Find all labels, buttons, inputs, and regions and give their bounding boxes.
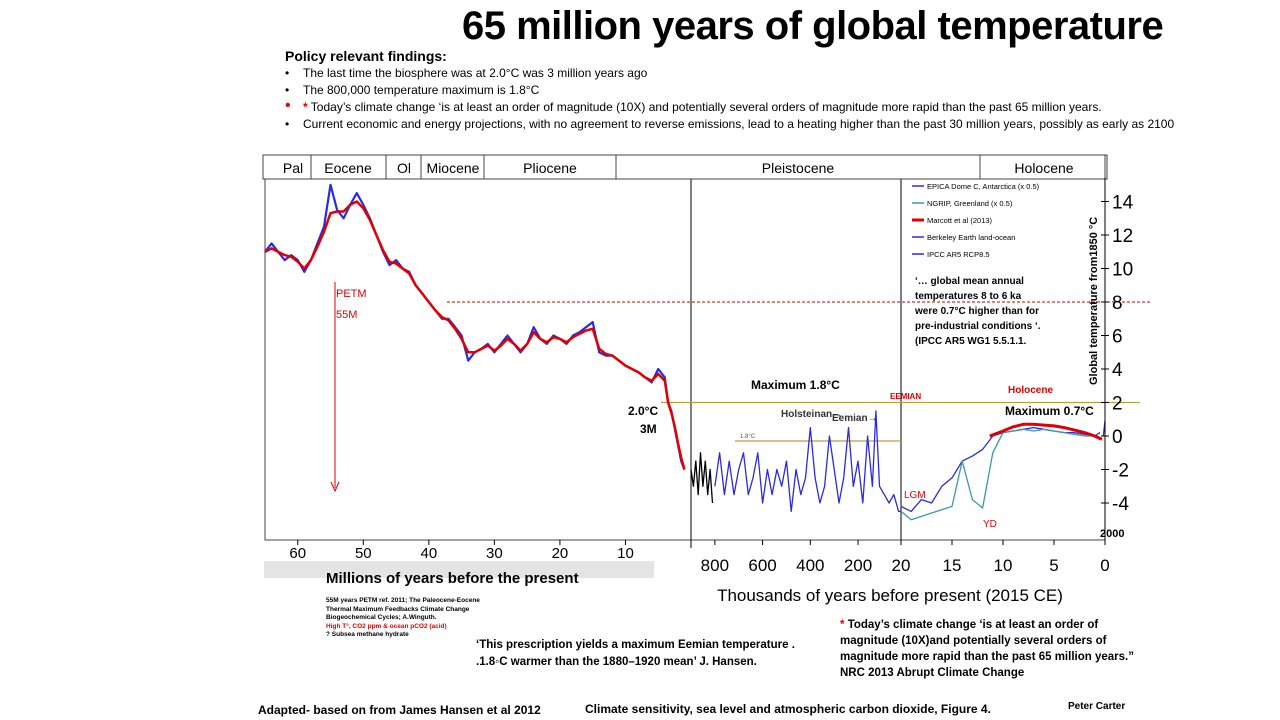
y-axis-label: Global temperature from1850 °C: [1088, 217, 1100, 385]
annotations: ‘… global mean annual temperatures 8 to 6…: [330, 276, 1094, 530]
y-tick-label: 12: [1112, 226, 1133, 247]
x-axis-label: Thousands of years before present (2015 …: [717, 586, 1063, 605]
max-1.8-label: Maximum 1.8°C: [751, 378, 840, 392]
x-tick-label: 30: [486, 545, 503, 562]
ipcc-note-line: were 0.7°C higher than for: [914, 306, 1039, 317]
ipcc-note-line: (IPCC AR5 WG1 5.5.1.1.: [915, 336, 1027, 347]
ipcc-note-line: pre-industrial conditions ‘.: [915, 321, 1041, 332]
finding-item: • Current economic and energy projections…: [285, 117, 1175, 131]
epoch-label: Ol: [397, 160, 411, 176]
legend-label: NGRIP, Greenland (x 0.5): [927, 199, 1013, 208]
petm-age-label: 55M: [336, 309, 357, 321]
finding-item: • * Today’s climate change ‘is at least a…: [285, 97, 1102, 114]
legend-label: IPCC AR5 RCP8.5: [927, 250, 990, 259]
eemian-label: Eemian→: [832, 413, 878, 424]
epoch-label: Miocene: [427, 160, 480, 176]
one-point-eight-small-label: 1.8°C: [740, 434, 756, 440]
page-title: 65 million years of global temperature: [462, 4, 1164, 48]
yd-label: YD: [983, 519, 997, 530]
year-2000-label: 2000: [1100, 528, 1124, 540]
reference-line: 55M years PETM ref. 2011; The Paleocene-…: [326, 597, 480, 604]
reference-line: Thermal Maximum Feedbacks Climate Change: [326, 605, 470, 613]
x-tick-label: 400: [796, 556, 824, 575]
references: 55M years PETM ref. 2011; The Paleocene-…: [326, 597, 480, 640]
x-tick-label: 800: [701, 556, 729, 575]
x-tick-label: 10: [617, 545, 634, 562]
legend-label: EPICA Dome C, Antarctica (x 0.5): [927, 182, 1040, 191]
legend: EPICA Dome C, Antarctica (x 0.5) NGRIP, G…: [912, 182, 1040, 259]
y-tick-label: -2: [1112, 461, 1129, 482]
x-tick-label: 0: [1100, 556, 1109, 575]
lgm-label: LGM: [904, 490, 926, 501]
holocene-label: Holocene: [1008, 385, 1053, 396]
y-tick-label: 14: [1112, 193, 1134, 214]
series-line: [900, 428, 1095, 521]
y-tick-label: 2: [1112, 394, 1123, 415]
findings-list: • The last time the biosphere was at 2.0°…: [285, 65, 1275, 133]
reference-line: ? Subsea methane hydrate: [326, 631, 409, 638]
series-line: [690, 452, 714, 504]
x-tick-label: 15: [943, 556, 962, 575]
epoch-label: Holocene: [1014, 160, 1073, 176]
legend-label: Marcott et al (2013): [927, 216, 993, 225]
plot-background: [264, 154, 1106, 541]
finding-item: • The last time the biosphere was at 2.0°…: [285, 66, 648, 80]
reference-line: Biogeochemical Cycles; A.Winguth.: [326, 614, 437, 621]
y-tick-label: 8: [1112, 293, 1123, 314]
footer-author: Peter Carter: [1068, 701, 1126, 712]
series-line: [900, 426, 1101, 513]
series-line: [989, 422, 1103, 441]
max-0.7-label: Maximum 0.7°C: [1005, 404, 1094, 418]
nrc-quote: * Today’s climate change ‘is at least an…: [840, 619, 1134, 679]
x-tick-label: 600: [748, 556, 776, 575]
petm-arrow-head: [330, 481, 340, 493]
three-million-label: 3M: [640, 422, 657, 436]
x-tick-label: 10: [994, 556, 1013, 575]
reference-lines: [447, 301, 1150, 442]
series-line: [714, 410, 901, 513]
plot-frame: [264, 154, 1106, 541]
series-line: [264, 200, 686, 470]
y-tick-label: 6: [1112, 327, 1123, 348]
x-tick-label: 60: [289, 545, 306, 562]
x-tick-label: 5: [1049, 556, 1058, 575]
x-tick-label: 20: [552, 545, 569, 562]
y-tick-label: 10: [1112, 260, 1133, 281]
hansen-quote: ‘This prescription yields a maximum Eemi…: [476, 639, 795, 668]
epoch-label: Pal: [283, 160, 303, 176]
holsteinian-label: Holsteinan→: [781, 409, 842, 420]
x-axis-label: Millions of years before the present: [326, 570, 579, 587]
epoch-bar-frame: [262, 154, 1108, 180]
y-tick-label: -4: [1112, 494, 1129, 515]
epoch-bar: Pal Eocene Ol Miocene Pliocene Pleistocene Hol…: [262, 154, 1108, 180]
footer-credit: Adapted- based on from James Hansen et a…: [258, 703, 541, 717]
series-line: [264, 183, 686, 470]
series-lines: [264, 183, 1106, 521]
petm-label: PETM: [336, 288, 367, 300]
x-axis-label-bg: [264, 561, 654, 578]
epoch-label: Pleistocene: [762, 160, 835, 176]
reference-line: High T°, CO2 ppm & ocean pCO2 (acid): [326, 622, 447, 630]
findings-heading: Policy relevant findings:: [285, 48, 447, 64]
y-tick-label: 4: [1112, 360, 1123, 381]
eemian-caps-label: EEMIAN: [890, 392, 921, 401]
y-tick-label: 0: [1112, 427, 1123, 448]
x-tick-label: 40: [421, 545, 438, 562]
legend-label: Berkeley Earth land-ocean: [927, 233, 1015, 242]
ipcc-note-line: temperatures 8 to 6 ka: [915, 291, 1022, 302]
epoch-label: Pliocene: [523, 160, 577, 176]
epoch-label: Eocene: [324, 160, 372, 176]
x-tick-label: 20: [892, 556, 911, 575]
x-tick-label: 50: [355, 545, 372, 562]
two-degree-label: 2.0°C: [628, 404, 658, 418]
footer-figure-ref: Climate sensitivity, sea level and atmos…: [585, 702, 991, 716]
finding-item: • The 800,000 temperature maximum is 1.8°…: [285, 83, 540, 97]
ipcc-note-line: ‘… global mean annual: [915, 276, 1024, 287]
x-tick-label: 200: [844, 556, 872, 575]
